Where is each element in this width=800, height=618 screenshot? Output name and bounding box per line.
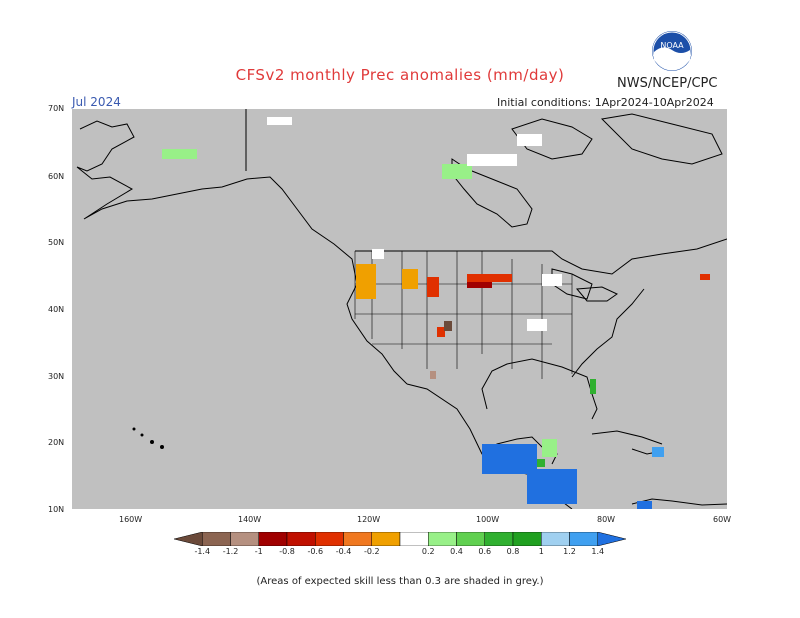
color-bar-labels: -1.4 -1.2 -1 -0.8 -0.6 -0.4 -0.2 0.2 0.4 0.6 0.8 1 1…	[0, 547, 800, 559]
color-bar-tick-label: 0.4	[450, 547, 463, 556]
anomaly-patches	[162, 117, 710, 509]
color-bar-segment	[484, 532, 514, 546]
color-bar-segment	[428, 532, 457, 546]
color-bar-segment	[569, 532, 598, 546]
color-bar-segment	[343, 532, 372, 546]
color-bar-segment	[399, 532, 429, 546]
lon-label-160w: 160W	[119, 515, 143, 524]
color-bar-segment	[174, 532, 203, 546]
lat-label-30n: 30N	[48, 372, 65, 381]
color-bar-tick-label: 1	[538, 547, 544, 556]
color-bar-tick-label: -1.4	[194, 547, 211, 556]
color-bar-tick-label: 0.6	[478, 547, 492, 556]
color-bar-segment	[541, 532, 570, 546]
color-bar-segment	[512, 532, 542, 546]
color-bar-segment	[202, 532, 231, 546]
color-bar-segment	[230, 532, 259, 546]
lat-label-20n: 20N	[48, 438, 65, 447]
logo-text: NOAA	[660, 41, 684, 50]
color-bar-segment	[286, 532, 316, 546]
color-bar-tick-label: -0.6	[307, 547, 324, 556]
lon-label-60w: 60W	[713, 515, 732, 524]
lon-label-140w: 140W	[238, 515, 262, 524]
map-title: CFSv2 monthly Prec anomalies (mm/day)	[235, 66, 565, 84]
noaa-logo: NOAA	[652, 31, 692, 71]
color-bar-tick-label: 0.8	[506, 547, 520, 556]
color-bar	[174, 532, 626, 546]
forecast-month: Jul 2024	[72, 95, 121, 109]
lat-label-40n: 40N	[48, 305, 65, 314]
agency-label: NWS/NCEP/CPC	[617, 76, 718, 91]
color-bar-segment	[258, 532, 288, 546]
color-bar-tick-label: -0.2	[363, 547, 380, 556]
lat-label-70n: 70N	[48, 104, 65, 113]
color-bar-tick-label: 1.4	[591, 547, 605, 556]
initial-conditions: Initial conditions: 1Apr2024-10Apr2024	[497, 96, 714, 109]
color-bar-tick-label: -1	[254, 547, 263, 556]
color-bar-segment	[456, 532, 485, 546]
color-bar-segment	[371, 532, 401, 546]
color-bar-segment	[597, 532, 626, 546]
lat-label-50n: 50N	[48, 238, 65, 247]
color-bar-tick-label: -0.8	[279, 547, 295, 556]
lon-label-80w: 80W	[597, 515, 616, 524]
lon-label-100w: 100W	[476, 515, 500, 524]
lat-label-10n: 10N	[48, 505, 65, 514]
color-bar-tick-label: -1.2	[222, 547, 239, 556]
color-bar-tick-label: -0.4	[335, 547, 352, 556]
lat-label-60n: 60N	[48, 172, 65, 181]
color-bar-segment	[315, 532, 344, 546]
color-bar-tick-label: 1.2	[563, 547, 576, 556]
color-bar-tick-label: 0.2	[421, 547, 435, 556]
anomaly-map	[72, 109, 727, 509]
lon-label-120w: 120W	[357, 515, 381, 524]
footnote: (Areas of expected skill less than 0.3 a…	[256, 576, 544, 587]
